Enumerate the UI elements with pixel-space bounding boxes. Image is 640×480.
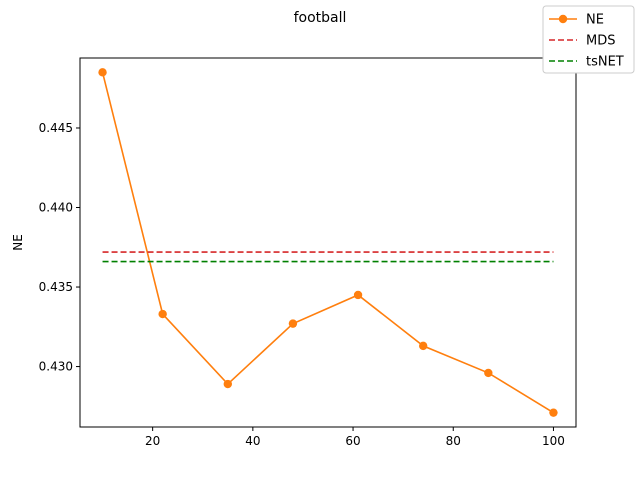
legend-label-mds: MDS — [586, 34, 615, 49]
legend-box — [542, 5, 635, 74]
series-ne-point — [418, 341, 428, 351]
series-ne-point — [484, 368, 493, 378]
chart-title: football — [294, 10, 347, 26]
series-ne-point — [158, 309, 167, 319]
x-tick-label: 80 — [446, 434, 461, 448]
y-tick-label: 0.445 — [39, 121, 73, 135]
x-axis: 20 40 60 80 100 — [145, 427, 565, 448]
y-axis: 0.430 0.435 0.440 0.445 — [39, 121, 80, 374]
x-tick-label: 100 — [542, 434, 565, 448]
series-ne-point — [223, 379, 232, 389]
axes-frame — [79, 57, 577, 428]
series-ne-point — [353, 290, 363, 300]
series-ne-point — [98, 68, 107, 77]
y-tick-label: 0.440 — [39, 201, 73, 215]
plot-area — [98, 68, 558, 417]
x-tick-label: 40 — [245, 434, 260, 448]
y-tick-label: 0.435 — [39, 280, 73, 294]
legend-label-tsnet: tsNET — [586, 55, 624, 70]
series-ne-line — [101, 72, 554, 414]
x-tick-label: 20 — [145, 434, 160, 448]
series-ne-point — [549, 408, 558, 417]
legend-label-ne: NE — [586, 13, 604, 28]
x-tick-label: 60 — [345, 434, 360, 448]
legend: NE MDS tsNET — [542, 5, 635, 74]
legend-marker-ne — [558, 14, 568, 24]
y-tick-label: 0.430 — [39, 360, 73, 374]
series-ne-point — [288, 319, 298, 328]
y-axis-label: NE — [11, 234, 25, 251]
